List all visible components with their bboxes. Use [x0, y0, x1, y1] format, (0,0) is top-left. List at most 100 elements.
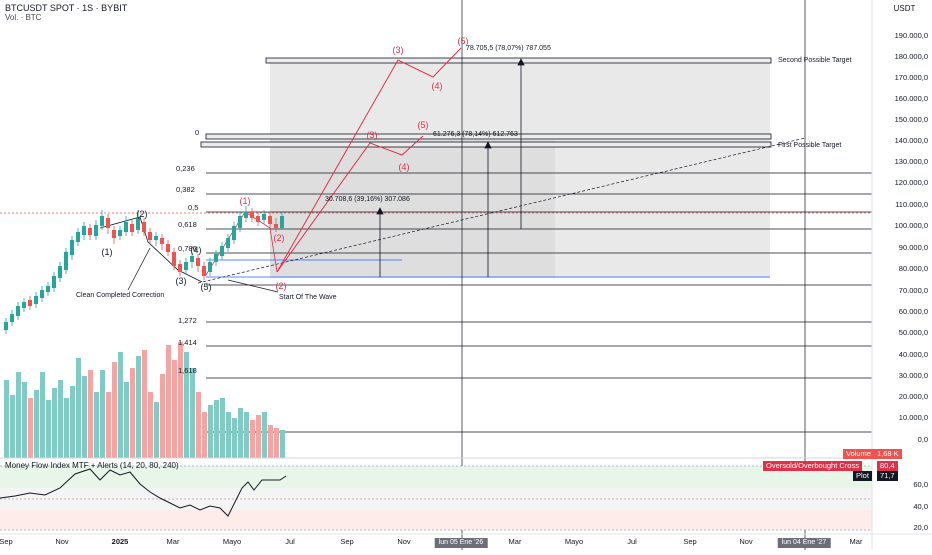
projection-path-mid	[276, 135, 424, 273]
volume-bar	[82, 376, 87, 458]
second-target-box	[265, 57, 772, 64]
wave-label-mid-4: (4)	[398, 162, 410, 172]
volume-bar	[52, 388, 57, 458]
volume-bar	[202, 412, 207, 458]
fib-label: 1,414	[178, 338, 197, 347]
volume-bar	[40, 372, 45, 458]
candle-body	[172, 252, 176, 266]
volume-bar	[22, 382, 27, 458]
measure-label-2: 61.276,3 (78,14%) 612.763	[433, 131, 518, 138]
volume-bar	[94, 392, 99, 458]
mfi-oversold-zone	[0, 510, 872, 530]
wave-label-red-1: (1)	[239, 196, 251, 206]
candle-body	[190, 256, 194, 262]
time-tick: Nov	[397, 537, 411, 546]
candle-body	[214, 254, 218, 262]
volume-bar	[70, 386, 75, 458]
plot-tag: Plot	[853, 471, 872, 481]
candle-body	[100, 216, 104, 226]
candle-body	[184, 262, 188, 270]
volume-bar	[112, 362, 117, 458]
candle-body	[76, 232, 80, 242]
volume-indicator-title[interactable]: Vol. · BTC	[5, 13, 42, 22]
time-tick: Nov	[739, 537, 753, 546]
volume-bar	[226, 412, 231, 458]
volume-bar	[64, 398, 69, 458]
volume-bar	[88, 370, 93, 458]
candle-body	[94, 225, 98, 236]
candle-body	[34, 296, 38, 304]
volume-bar	[34, 390, 39, 458]
fib-label: 0,618	[178, 220, 197, 229]
time-tick: Mar	[166, 537, 180, 546]
currency-button[interactable]: USDT	[893, 4, 916, 13]
candle-body	[262, 214, 266, 220]
fib-label: 0,786	[178, 244, 197, 253]
price-tick: 10.000,0	[898, 413, 928, 422]
fib-label: 0	[195, 128, 200, 137]
price-tick: 190.000,0	[894, 31, 928, 40]
wave-label-mid-5: (5)	[417, 120, 429, 130]
projection-path-top	[276, 47, 462, 273]
price-tick: 140.000,0	[894, 136, 928, 145]
mfi-overbought-zone	[0, 466, 872, 488]
mfi-indicator-title[interactable]: Money Flow Index MTF + Alerts (14, 20, 8…	[5, 461, 179, 470]
wave-label-mid-3: (3)	[366, 130, 378, 140]
volume-bar	[220, 398, 225, 458]
price-tick: 30.000,0	[898, 371, 928, 380]
price-tick: 70.000,0	[898, 286, 928, 295]
wave-label-black-1: (1)	[101, 247, 113, 257]
symbol-title[interactable]: BTCUSDT SPOT · 1S · BYBIT	[5, 3, 128, 13]
candle-body	[64, 252, 68, 270]
wave-label-black-4: (4)	[190, 245, 202, 255]
candle-body	[142, 222, 146, 232]
candle-body	[160, 238, 164, 244]
volume-bar	[28, 398, 33, 458]
candle-body	[178, 264, 182, 272]
time-tick: 2025	[111, 537, 129, 546]
volume-tag: Volume	[843, 449, 875, 459]
time-highlight-2027: lun 04 Ene '27	[777, 538, 831, 548]
candle-body	[70, 240, 74, 255]
time-tick: Jul	[627, 537, 637, 546]
candle-body	[88, 228, 92, 235]
time-tick: Jul	[285, 537, 295, 546]
volume-value-tag: 1,68 K	[874, 449, 902, 459]
candle-body	[232, 226, 236, 240]
volume-bar	[136, 356, 141, 458]
volume-bar	[280, 430, 285, 458]
volume-bar	[256, 415, 261, 458]
volume-bar	[58, 380, 63, 458]
price-tick: 80.000,0	[898, 264, 928, 273]
volume-bar	[166, 345, 171, 458]
mfi-cross-value: 80,4	[877, 461, 898, 471]
candle-body	[124, 222, 128, 232]
first-target-note: First Possible Target	[778, 142, 842, 149]
fib-label: 0,5	[188, 203, 199, 212]
volume-bar	[190, 368, 195, 458]
volume-bar	[274, 428, 279, 458]
measure-arrows	[376, 58, 525, 277]
volume-bar	[262, 412, 267, 458]
volume-bar	[106, 392, 111, 458]
volume-bar	[160, 374, 165, 458]
wave-label-top-3: (3)	[392, 45, 404, 55]
mfi-tick: 40,0	[913, 502, 928, 511]
wave-label-black-2: (2)	[136, 209, 148, 219]
wave-label-black-3: (3)	[175, 276, 187, 286]
time-tick: Mar	[508, 537, 522, 546]
candle-body	[28, 300, 32, 306]
candle-body	[238, 216, 242, 228]
fib-label: 1,618	[178, 366, 197, 375]
price-tick: 180.000,0	[894, 52, 928, 61]
volume-bar	[100, 370, 105, 458]
volume-bars	[4, 342, 285, 458]
measure-label-3: 78.705,5 (78,07%) 787.055	[466, 45, 551, 52]
candle-body	[250, 212, 254, 218]
volume-bar	[184, 352, 189, 458]
volume-bar	[124, 382, 129, 458]
candle-body	[220, 246, 224, 256]
time-tick: Sep	[0, 537, 13, 546]
